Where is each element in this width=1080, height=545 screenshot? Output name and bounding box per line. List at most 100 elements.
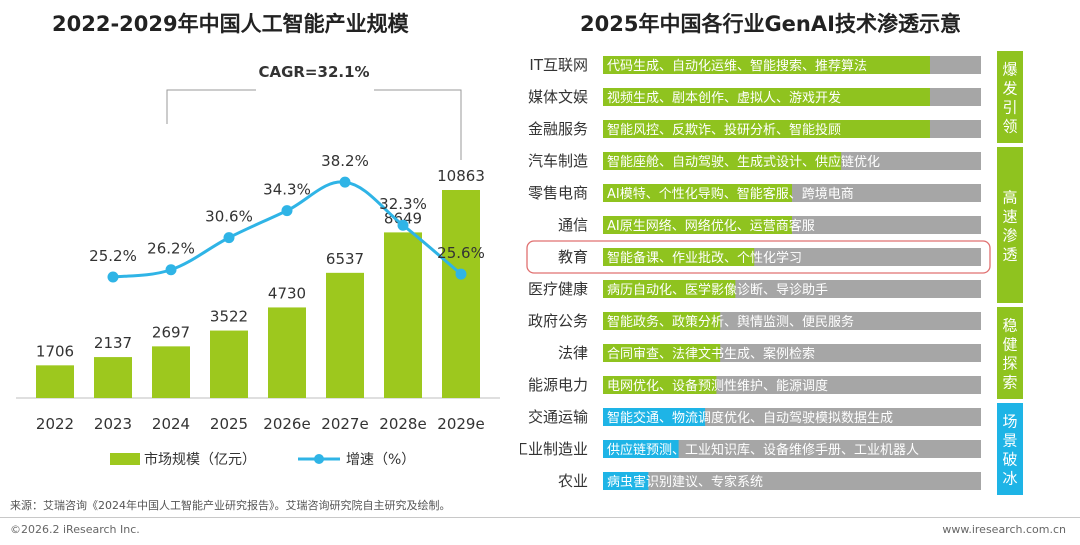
bar-value-label: 4730 [268, 284, 306, 302]
penetration-bar-track [603, 472, 981, 490]
group-label-char: 探 [1002, 355, 1017, 373]
cagr-label: CAGR=32.1% [258, 63, 369, 81]
highlight-box [526, 240, 991, 274]
website-link[interactable]: www.iresearch.com.cn [942, 523, 1066, 536]
x-tick-label: 2028e [379, 415, 426, 433]
x-tick-label: 2027e [321, 415, 368, 433]
group-label-char: 稳 [1002, 317, 1017, 335]
bar-value-label: 2697 [152, 323, 190, 341]
penetration-bar-fill [603, 280, 736, 298]
bar-value-label: 8649 [384, 209, 422, 227]
growth-point-2027e [339, 176, 351, 188]
industry-label: 能源电力 [528, 376, 588, 394]
use-case-text: 供应链预测、工业知识库、设备维修手册、工业机器人 [607, 442, 919, 458]
penetration-bar-fill [603, 408, 706, 426]
growth-point-2023 [107, 271, 119, 283]
legend-bar-swatch [110, 453, 140, 465]
x-tick-label: 2025 [210, 415, 248, 433]
industry-label: IT互联网 [529, 56, 588, 74]
use-case-text: 智能座舱、自动驾驶、生成式设计、供应链优化 [607, 154, 880, 170]
group-label-char: 破 [1002, 451, 1017, 469]
growth-rate-label: 30.6% [205, 208, 253, 226]
x-tick-label: 2026e [263, 415, 310, 433]
group-label-char: 渗 [1002, 227, 1017, 245]
use-case-text: 代码生成、自动化运维、智能搜索、推荐算法 [607, 59, 867, 74]
penetration-bar-fill [603, 120, 930, 138]
growth-point-2026e [281, 205, 293, 217]
group-label-char: 发 [1002, 80, 1017, 98]
group-label-char: 领 [1002, 118, 1017, 136]
industry-label: 政府公务 [528, 312, 588, 330]
use-case-text: 智能备课、作业批改、个性化学习 [607, 250, 802, 266]
industry-label: 农业 [558, 472, 588, 490]
group-label-char: 透 [1002, 246, 1017, 264]
penetration-bar-fill [603, 376, 717, 394]
footer-divider [0, 517, 1080, 518]
bar-value-label: 1706 [36, 342, 74, 360]
group-band [997, 147, 1023, 303]
group-band [997, 51, 1023, 143]
group-label-char: 场 [1002, 413, 1017, 431]
penetration-bar-fill [603, 152, 842, 170]
use-case-text: AI模特、个性化导购、智能客服、跨境电商 [607, 186, 854, 202]
industry-label: 教育 [558, 248, 588, 266]
growth-rate-label: 38.2% [321, 152, 369, 170]
industry-label: 医疗健康 [528, 280, 588, 298]
group-label-char: 冰 [1002, 470, 1017, 488]
group-label-char: 索 [1002, 374, 1017, 392]
x-tick-label: 2023 [94, 415, 132, 433]
penetration-bar-fill [603, 344, 721, 362]
cagr-bracket [166, 89, 462, 160]
growth-rate-label: 25.2% [89, 247, 137, 265]
growth-rate-label: 34.3% [263, 181, 311, 199]
market-size-chart: CAGR=32.1% 1706 2022 2137 2023 2697 2024 3522 20… [16, 63, 500, 468]
use-case-text: 智能风控、反欺诈、投研分析、智能投顾 [607, 122, 841, 138]
growth-rate-label: 26.2% [147, 240, 195, 258]
bar-2024 [152, 346, 190, 398]
use-case-text: 电网优化、设备预测性维护、能源调度 [607, 378, 828, 394]
bar-2029e [442, 190, 480, 398]
industry-label: 交通运输 [528, 408, 588, 426]
penetration-bar-fill [603, 184, 792, 202]
use-case-text: 合同审查、法律文书生成、案例检索 [607, 347, 815, 362]
group-label-char: 景 [1002, 432, 1017, 450]
use-case-text: 智能交通、物流调度优化、自动驾驶模拟数据生成 [607, 410, 893, 426]
bar-2027e [326, 272, 364, 398]
cagr-label-gap [256, 86, 374, 94]
penetration-bar-fill [603, 312, 721, 330]
group-label-char: 速 [1002, 208, 1017, 226]
penetration-bar-fill [603, 216, 792, 234]
industry-label: 工业制造业 [520, 440, 588, 458]
industry-label: 金融服务 [528, 120, 588, 138]
legend-bar-label: 市场规模（亿元） [144, 451, 256, 468]
use-case-text: 视频生成、剧本创作、虚拟人、游戏开发 [607, 90, 841, 106]
group-band [997, 403, 1023, 495]
growth-rate-label: 25.6% [437, 244, 485, 262]
legend-line-marker [314, 454, 324, 464]
source-note: 来源：艾瑞咨询《2024年中国人工智能产业研究报告》。艾瑞咨询研究院自主研究及绘… [10, 499, 451, 512]
legend-line-label: 增速（%） [346, 452, 415, 468]
right-chart-title: 2025年中国各行业GenAI技术渗透示意 [580, 12, 961, 36]
use-case-text: AI原生网络、网络优化、运营商客服 [607, 218, 815, 234]
industry-label: 法律 [558, 344, 588, 362]
bar-value-label: 10863 [437, 167, 485, 185]
x-tick-label: 2024 [152, 415, 190, 433]
industry-label: 通信 [558, 216, 588, 234]
industry-label: 零售电商 [528, 184, 588, 202]
industry-label: 汽车制造 [528, 152, 588, 170]
industry-label: 媒体文娱 [528, 88, 588, 106]
penetration-bar-fill [603, 88, 930, 106]
growth-point-2028e [397, 219, 409, 231]
bar-value-label: 2137 [94, 334, 132, 352]
group-label-char: 高 [1002, 189, 1017, 207]
use-case-text: 病历自动化、医学影像诊断、导诊助手 [607, 282, 828, 298]
group-label-char: 引 [1002, 99, 1017, 117]
bar-2023 [94, 357, 132, 398]
growth-point-2024 [165, 264, 177, 276]
x-tick-label: 2022 [36, 415, 74, 433]
copyright: ©2026.2 iResearch Inc. [10, 523, 140, 536]
use-case-text: 智能政务、政策分析、舆情监测、便民服务 [607, 314, 854, 330]
bar-2025 [210, 330, 248, 398]
group-band [997, 307, 1023, 399]
penetration-bar-fill [603, 440, 679, 458]
